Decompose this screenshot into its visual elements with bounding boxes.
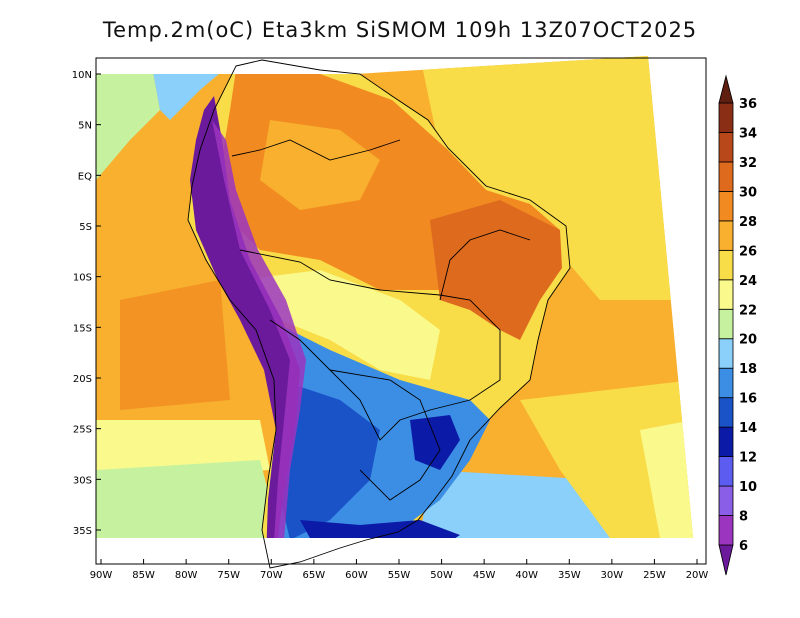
colorbar-swatch — [718, 367, 734, 399]
x-tick-label: 35W — [558, 570, 581, 581]
continent-coastline — [187, 59, 571, 569]
field-pacific-south-22 — [96, 460, 280, 538]
x-tick-label: 45W — [473, 570, 496, 581]
field-atlantic-south-20 — [420, 470, 610, 538]
x-tick-label: 20W — [686, 570, 709, 581]
field-atlantic-south-24 — [640, 420, 693, 538]
colorbar-swatch — [718, 485, 734, 516]
x-tick-label: 55W — [388, 570, 411, 581]
colorbar-label: 8 — [739, 510, 748, 525]
y-tick-label: 5N — [78, 121, 92, 132]
land-north-28 — [260, 120, 380, 210]
y-tick-label: 35S — [73, 526, 92, 537]
x-tick-label: 50W — [430, 570, 453, 581]
colorbar-label: 22 — [739, 303, 757, 318]
colorbar-label: 24 — [739, 274, 757, 289]
state-borders — [439, 229, 531, 301]
colorbar-swatch — [718, 102, 734, 133]
land-south-16 — [276, 380, 380, 538]
y-tick-label: EQ — [78, 171, 92, 182]
colorbar: 6 8 10 12 14 16 18 20 22 24 26 28 30 32 34 36 — [718, 74, 757, 576]
y-tick-label: 25S — [73, 425, 92, 436]
colorbar-label: 28 — [739, 215, 757, 230]
colorbar-label: 32 — [739, 156, 757, 171]
y-tick-label: 10N — [72, 70, 92, 81]
land-central-24 — [240, 270, 440, 380]
field-pacific-north-22 — [96, 56, 160, 180]
land-northeast-32 — [430, 200, 562, 340]
field-pacific-28 — [120, 280, 230, 410]
land-andes-8 — [212, 120, 306, 538]
x-tick-label: 85W — [132, 570, 155, 581]
x-tick-label: 25W — [643, 570, 666, 581]
colorbar-swatch — [718, 279, 734, 310]
coastlines-borders — [187, 59, 571, 569]
plot-frame — [95, 57, 707, 565]
colorbar-label: 20 — [739, 333, 757, 348]
x-tick-label: 70W — [260, 570, 283, 581]
colorbar-swatch — [718, 308, 734, 340]
colorbar-swatch — [718, 456, 734, 487]
x-tick-label: 90W — [90, 570, 113, 581]
colorbar-swatch — [718, 426, 734, 457]
map-title: Temp.2m(oC) Eta3km SiSMOM 109h 13Z07OCT2… — [102, 18, 698, 42]
brazil-west-border — [239, 249, 501, 441]
y-axis: 10N 5N EQ 5S 10S 15S 20S 25S 30S 35S — [72, 70, 101, 537]
colorbar-label: 14 — [739, 421, 757, 436]
x-tick-label: 40W — [515, 570, 538, 581]
x-axis: 90W 85W 80W 75W 70W 65W 60W 55W 50W 45W 40W 35W 30W 2… — [90, 559, 709, 581]
colorbar-label: 12 — [739, 451, 757, 466]
paraguay-argentina-border — [329, 369, 441, 501]
y-tick-label: 10S — [73, 273, 92, 284]
colorbar-swatch — [718, 249, 734, 281]
colorbar-swatch — [718, 161, 734, 192]
colorbar-swatch — [718, 132, 734, 163]
colorbar-label: 34 — [739, 126, 757, 141]
colorbar-label: 18 — [739, 362, 757, 377]
colorbar-swatch — [718, 220, 734, 251]
colorbar-arrow-low — [718, 544, 734, 576]
northern-border — [231, 139, 401, 161]
colorbar-swatch — [718, 397, 734, 428]
colorbar-label: 26 — [739, 244, 757, 259]
x-tick-label: 65W — [303, 570, 326, 581]
x-tick-label: 75W — [217, 570, 240, 581]
colorbar-label: 6 — [739, 539, 748, 554]
y-tick-label: 30S — [73, 475, 92, 486]
colorbar-swatch — [718, 338, 734, 369]
colorbar-swatch — [718, 190, 734, 222]
colorbar-label: 10 — [739, 480, 757, 495]
temperature-field — [96, 56, 693, 538]
x-tick-label: 60W — [345, 570, 368, 581]
field-atlantic-south-26 — [520, 380, 693, 538]
colorbar-label: 16 — [739, 392, 757, 407]
land-serra-14 — [410, 415, 460, 470]
y-tick-label: 15S — [73, 323, 92, 334]
colorbar-swatch — [718, 515, 734, 546]
colorbar-label: 30 — [739, 185, 757, 200]
y-tick-label: 20S — [73, 374, 92, 385]
field-atlantic-26 — [420, 56, 693, 300]
colorbar-label: 36 — [739, 97, 757, 112]
x-tick-label: 80W — [175, 570, 198, 581]
land-patagonia-14 — [300, 520, 460, 538]
y-tick-label: 5S — [79, 222, 92, 233]
colorbar-arrow-high — [718, 74, 734, 104]
x-tick-label: 30W — [601, 570, 624, 581]
land-andes-6 — [190, 96, 300, 538]
